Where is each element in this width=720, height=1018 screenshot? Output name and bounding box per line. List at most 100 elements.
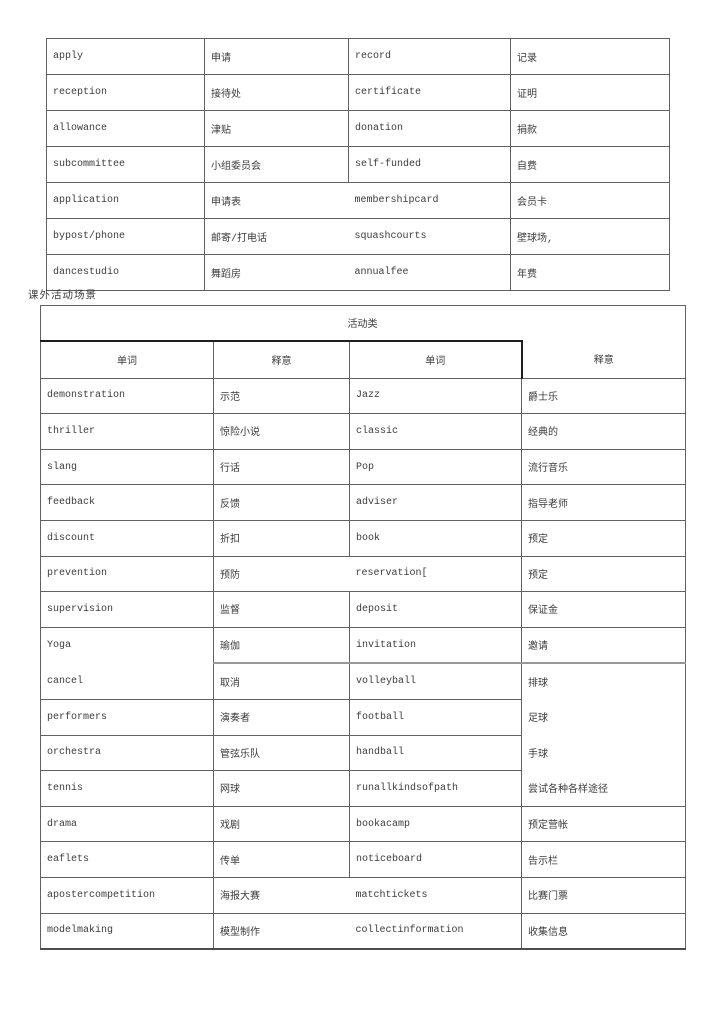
word-cell: bypost/phone <box>46 218 205 255</box>
word-cell: donation <box>348 110 511 147</box>
meaning-cell: 手球 <box>521 735 687 771</box>
meaning-cell: 监督 <box>213 591 350 628</box>
meaning-cell: 惊险小说 <box>213 413 350 450</box>
word-cell: membershipcard <box>348 182 511 219</box>
table-title-cell: 活动类 <box>39 304 522 342</box>
meaning-cell: 管弦乐队 <box>213 734 350 772</box>
word-cell: annualfee <box>348 254 511 291</box>
table-row: supervision 监督 deposit 保证金 <box>40 591 687 628</box>
word-cell: subcommittee <box>46 146 205 183</box>
column-header-meaning-2: 释意 <box>521 340 687 379</box>
table-row: Yoga 瑜伽 invitation 邀请 <box>40 626 687 664</box>
vocab-table-general-body: apply 申请 record 记录 reception 接待处 certificate 证明… <box>46 38 670 291</box>
table-row: apostercompetition 海报大赛 matchtickets 比赛门票 <box>40 876 687 914</box>
table-title-spacer <box>521 304 687 341</box>
table-row: apply 申请 record 记录 <box>46 38 670 75</box>
meaning-cell: 预防 <box>213 555 350 593</box>
meaning-cell: 网球 <box>213 770 350 807</box>
word-cell: thriller <box>40 413 214 450</box>
word-cell: orchestra <box>40 734 214 772</box>
meaning-cell: 会员卡 <box>510 182 670 219</box>
word-cell: bookacamp <box>348 805 523 843</box>
meaning-cell: 记录 <box>510 38 670 75</box>
word-cell: apply <box>46 38 205 75</box>
meaning-cell: 接待处 <box>204 74 349 111</box>
header-row: 单词 释意 单词 释意 <box>40 340 687 379</box>
meaning-cell: 申请表 <box>204 182 349 219</box>
word-cell: squashcourts <box>348 218 511 255</box>
meaning-cell: 收集信息 <box>521 912 687 951</box>
table-row: allowance 津贴 donation 捐款 <box>46 110 670 147</box>
word-cell: reservation[ <box>349 555 523 593</box>
meaning-cell: 爵士乐 <box>521 377 687 415</box>
meaning-cell: 模型制作 <box>213 912 350 951</box>
table-row: modelmaking 模型制作 collectinformation 收集信息 <box>40 912 687 951</box>
meaning-cell: 演奏者 <box>213 698 350 736</box>
table-title: 活动类 <box>347 319 378 331</box>
word-cell: performers <box>40 698 214 736</box>
word-cell: supervision <box>40 591 214 628</box>
word-cell: feedback <box>40 484 214 521</box>
vocab-table-general: apply 申请 record 记录 reception 接待处 certificate 证明… <box>46 38 670 291</box>
word-cell: book <box>348 519 523 557</box>
meaning-cell: 海报大赛 <box>213 876 350 914</box>
meaning-cell: 捐款 <box>510 110 670 147</box>
word-cell: prevention <box>40 555 214 593</box>
meaning-cell: 保证金 <box>521 591 687 628</box>
table-row: bypost/phone 邮寄/打电话 squashcourts 壁球场, <box>46 218 670 255</box>
word-cell: football <box>348 698 523 736</box>
word-cell: handball <box>348 734 523 772</box>
table-row: tennis 网球 runallkindsofpath 尝试各种各样途径 <box>40 770 687 807</box>
word-cell: apostercompetition <box>40 876 214 914</box>
table-row: slang 行话 Pop 流行音乐 <box>40 448 687 486</box>
meaning-cell: 壁球场, <box>510 218 670 255</box>
table-row: eaflets 传单 noticeboard 告示栏 <box>40 841 687 878</box>
word-cell: eaflets <box>40 841 214 878</box>
meaning-cell: 预定 <box>521 519 687 557</box>
table-row: application 申请表 membershipcard 会员卡 <box>46 182 670 219</box>
meaning-cell: 申请 <box>204 38 349 75</box>
word-cell: Pop <box>348 448 523 486</box>
table-title-row: 活动类 <box>39 304 687 342</box>
table-row: cancel 取消 volleyball 排球 <box>40 662 687 700</box>
word-cell: deposit <box>348 591 523 628</box>
table-row: prevention 预防 reservation[预定 <box>40 555 687 593</box>
meaning-cell: 反馈 <box>213 484 350 521</box>
word-cell: volleyball <box>348 662 523 700</box>
table-row: feedback 反馈 adviser 指导老师 <box>40 484 687 521</box>
meaning-cell: 告示栏 <box>521 841 687 878</box>
word-cell: Yoga <box>40 626 214 664</box>
vocab-table-activities-body: 活动类 单词 释意 单词 释意 demonstration 示范 Jazz 爵士乐 th… <box>39 304 687 951</box>
word-cell: record <box>348 38 511 75</box>
meaning-cell: 取消 <box>213 662 350 700</box>
word-cell: collectinformation <box>349 912 523 951</box>
section-label: 课外活动场景 <box>28 290 97 302</box>
table-row: performers 演奏者 football 足球 <box>40 698 687 736</box>
meaning-cell: 瑜伽 <box>213 626 350 664</box>
table-row: drama 戏剧 bookacamp 预定营帐 <box>40 805 687 843</box>
meaning-cell: 折扣 <box>213 519 350 557</box>
word-cell: modelmaking <box>40 912 214 951</box>
meaning-cell: 预定营帐 <box>521 805 687 843</box>
table-row: subcommittee 小组委员会 self-funded 自费 <box>46 146 670 183</box>
meaning-cell: 舞蹈房 <box>204 254 349 291</box>
word-cell: slang <box>40 448 214 486</box>
word-cell: adviser <box>348 484 523 521</box>
meaning-cell: 邮寄/打电话 <box>204 218 349 255</box>
meaning-cell: 排球 <box>521 662 687 700</box>
meaning-cell: 足球 <box>521 699 687 736</box>
meaning-cell: 邀请 <box>521 626 687 664</box>
meaning-cell: 示范 <box>213 377 350 415</box>
meaning-cell: 年费 <box>510 254 670 291</box>
word-cell: self-funded <box>348 146 511 183</box>
word-cell: reception <box>46 74 205 111</box>
table-row: discount 折扣 book 预定 <box>40 519 687 557</box>
meaning-cell: 预定 <box>521 555 687 593</box>
meaning-cell: 行话 <box>213 448 350 486</box>
meaning-cell: 戏剧 <box>213 805 350 843</box>
table-row: reception 接待处 certificate 证明 <box>46 74 670 111</box>
word-cell: allowance <box>46 110 205 147</box>
word-cell: dancestudio <box>46 254 205 291</box>
meaning-cell: 证明 <box>510 74 670 111</box>
